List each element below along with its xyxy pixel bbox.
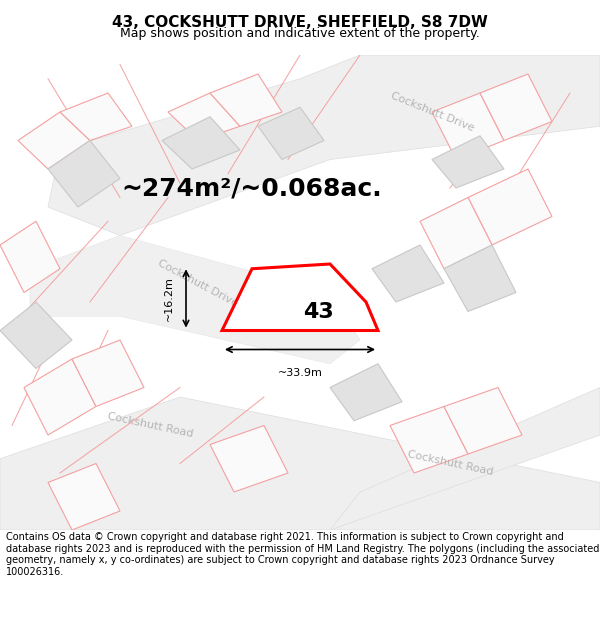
Polygon shape xyxy=(372,245,444,302)
Polygon shape xyxy=(330,364,402,421)
Polygon shape xyxy=(18,112,90,169)
Polygon shape xyxy=(468,169,552,245)
Polygon shape xyxy=(0,397,600,530)
Polygon shape xyxy=(168,93,240,141)
Polygon shape xyxy=(72,340,144,406)
Polygon shape xyxy=(480,74,552,141)
Text: ~33.9m: ~33.9m xyxy=(278,369,322,379)
Text: 43: 43 xyxy=(302,301,334,321)
Polygon shape xyxy=(0,302,72,369)
Text: Cockshutt Road: Cockshutt Road xyxy=(406,449,494,478)
Polygon shape xyxy=(210,426,288,492)
Text: Cockshutt Drive: Cockshutt Drive xyxy=(157,258,239,308)
Polygon shape xyxy=(162,117,240,169)
Text: Cockshutt Drive: Cockshutt Drive xyxy=(389,91,475,133)
Polygon shape xyxy=(390,406,468,473)
Polygon shape xyxy=(48,464,120,530)
Text: Contains OS data © Crown copyright and database right 2021. This information is : Contains OS data © Crown copyright and d… xyxy=(6,532,599,577)
Text: ~274m²/~0.068ac.: ~274m²/~0.068ac. xyxy=(122,176,382,200)
Text: 43, COCKSHUTT DRIVE, SHEFFIELD, S8 7DW: 43, COCKSHUTT DRIVE, SHEFFIELD, S8 7DW xyxy=(112,16,488,31)
Polygon shape xyxy=(444,388,522,454)
Text: Map shows position and indicative extent of the property.: Map shows position and indicative extent… xyxy=(120,27,480,39)
Polygon shape xyxy=(48,55,600,236)
Polygon shape xyxy=(420,198,492,269)
Polygon shape xyxy=(48,141,120,207)
Text: Cockshutt Road: Cockshutt Road xyxy=(106,411,194,439)
Polygon shape xyxy=(24,359,96,435)
Polygon shape xyxy=(258,107,324,159)
Polygon shape xyxy=(222,264,378,331)
Text: ~16.2m: ~16.2m xyxy=(164,276,174,321)
Polygon shape xyxy=(432,93,504,159)
Polygon shape xyxy=(444,245,516,311)
Polygon shape xyxy=(432,136,504,188)
Polygon shape xyxy=(210,74,282,126)
Polygon shape xyxy=(330,388,600,530)
Polygon shape xyxy=(0,221,60,292)
Polygon shape xyxy=(60,93,132,141)
Polygon shape xyxy=(30,236,360,364)
